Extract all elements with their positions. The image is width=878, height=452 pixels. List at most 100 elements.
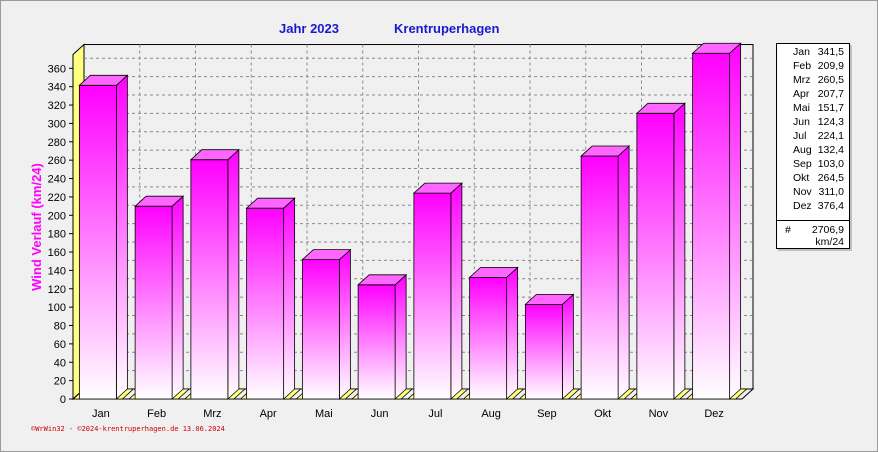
bar-top	[691, 42, 742, 54]
y-tick-label: 60	[54, 339, 66, 351]
y-tick-label: 40	[54, 357, 66, 369]
bar-side	[115, 74, 128, 400]
bar-jun	[351, 273, 414, 400]
bar-jul	[406, 182, 469, 400]
legend-row: Jun 124,3	[781, 116, 844, 130]
y-tick-label: 340	[48, 82, 66, 94]
bar-side	[394, 273, 407, 400]
x-tick-label: Okt	[594, 408, 611, 420]
legend-value: 124,3	[817, 116, 844, 128]
bar-front	[190, 159, 229, 400]
legend-row: Jul 224,1	[781, 130, 844, 144]
legend-month: Feb	[793, 60, 812, 72]
bar-top	[412, 182, 463, 194]
bar-dez	[685, 42, 748, 400]
y-tick-label: 300	[48, 118, 66, 130]
x-tick-label: Aug	[481, 408, 501, 420]
bar-front	[692, 52, 731, 400]
bar-top	[580, 145, 631, 157]
bar-front	[246, 207, 285, 400]
bar-front	[469, 276, 508, 400]
x-tick-label: Jul	[428, 408, 442, 420]
bar-mrz	[183, 148, 246, 400]
legend-month: Aug	[793, 144, 812, 156]
bar-sep	[518, 293, 581, 400]
y-tick-label: 320	[48, 100, 66, 112]
bar-side	[506, 266, 519, 400]
legend-value: 207,7	[817, 88, 844, 100]
legend-row: Apr 207,7	[781, 88, 844, 102]
bar-front	[580, 155, 619, 400]
bar-jan	[72, 74, 135, 400]
legend-row: Okt 264,5	[781, 172, 844, 186]
y-tick-label: 80	[54, 321, 66, 333]
y-tick-label: 0	[60, 394, 66, 406]
bar-side	[561, 293, 574, 400]
y-axis-label: Wind Verlauf (km/24)	[29, 163, 44, 291]
y-tick-label: 20	[54, 376, 66, 388]
bar-top	[357, 274, 408, 286]
x-tick-label: Sep	[537, 408, 557, 420]
legend-total: 2706,9	[811, 224, 844, 236]
legend-row: Nov 311,0	[781, 186, 844, 200]
legend-box: Jan 341,5 Feb 209,9 Mrz 260,5 Apr 207,7 Mai 151,7…	[776, 43, 850, 249]
legend-month: Jun	[793, 116, 810, 128]
legend-month: Mai	[793, 102, 810, 114]
legend-value: 151,7	[817, 102, 844, 114]
x-tick-label: Feb	[147, 408, 166, 420]
y-tick-label: 220	[48, 192, 66, 204]
bar-front	[636, 112, 675, 400]
legend-row: Jan 341,5	[781, 46, 844, 60]
x-tick-label: Mrz	[203, 408, 221, 420]
x-tick-label: Mai	[315, 408, 333, 420]
y-tick-label: 140	[48, 265, 66, 277]
bar-okt	[574, 145, 637, 400]
bar-top	[301, 249, 352, 261]
legend-value: 103,0	[817, 158, 844, 170]
legend-row: Aug 132,4	[781, 144, 844, 158]
footer-credit: ©WrWin32 - ©2024-krentruperhagen.de 13.0…	[31, 425, 225, 433]
legend-month: Mrz	[793, 74, 811, 86]
legend-value: 311,0	[818, 186, 845, 198]
y-tick-label: 160	[48, 247, 66, 259]
bar-top	[245, 197, 296, 209]
bar-feb	[128, 195, 191, 400]
y-tick-label: 280	[48, 137, 66, 149]
bar-top	[78, 74, 129, 86]
legend-month: Nov	[793, 186, 812, 198]
x-tick-label: Nov	[649, 408, 669, 420]
bar-front	[524, 303, 563, 400]
y-tick-label: 180	[48, 229, 66, 241]
legend-month: Apr	[793, 88, 810, 100]
legend-row: Dez 376,4	[781, 200, 844, 214]
bar-side	[729, 42, 742, 400]
bar-top	[189, 149, 240, 161]
station-title: Krentruperhagen	[394, 21, 500, 36]
legend-row: Mai 151,7	[781, 102, 844, 116]
legend-value: 264,5	[817, 172, 844, 184]
legend-value: 224,1	[817, 130, 844, 142]
y-tick-label: 240	[48, 174, 66, 186]
bar-front	[357, 284, 396, 400]
bar-side	[450, 182, 463, 400]
bar-nov	[629, 102, 692, 400]
bar-side	[617, 145, 630, 400]
bar-aug	[462, 266, 525, 400]
legend-value: 341,5	[817, 46, 844, 58]
bar-apr	[239, 197, 302, 400]
bar-side	[673, 102, 686, 400]
y-tick-label: 360	[48, 63, 66, 75]
y-tick-label: 100	[48, 302, 66, 314]
legend-value: 209,9	[817, 60, 844, 72]
legend-month: Dez	[793, 200, 812, 212]
legend-value: 132,4	[817, 144, 844, 156]
legend-row: Sep 103,0	[781, 158, 844, 172]
bar-top	[524, 293, 575, 305]
bar-front	[78, 84, 117, 400]
bar-front	[413, 192, 452, 400]
x-tick-label: Apr	[260, 408, 277, 420]
legend-divider	[777, 220, 849, 221]
legend-month: Sep	[793, 158, 812, 170]
